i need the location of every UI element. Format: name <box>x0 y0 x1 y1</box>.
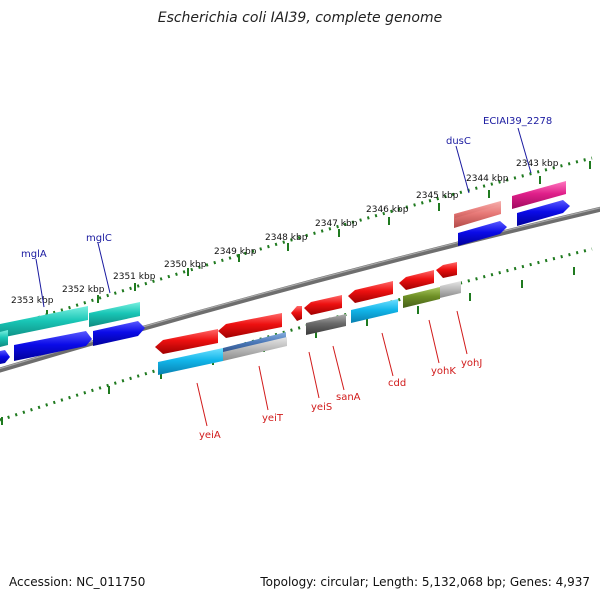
kbp-label: 2343 kbp <box>516 159 559 169</box>
kbp-label: 2349 kbp <box>214 247 257 257</box>
gene-label-cdd[interactable]: cdd <box>388 378 406 389</box>
gene-feature[interactable] <box>291 306 302 321</box>
kbp-label: 2350 kbp <box>164 260 207 270</box>
gene-feature[interactable] <box>218 313 282 338</box>
cds-feature[interactable] <box>458 221 507 246</box>
kbp-label: 2348 kbp <box>265 233 308 243</box>
accession-text: Accession: NC_011750 <box>9 575 146 589</box>
top-gene-labels: mglA mglC dusC ECIAI39_2278 <box>21 116 552 308</box>
map-title: Escherichia coli IAI39, complete genome <box>157 10 443 26</box>
inner-scale-ring <box>0 247 593 422</box>
gene-feature[interactable] <box>348 281 393 303</box>
gene-label-yohJ[interactable]: yohJ <box>461 358 482 369</box>
kbp-label: 2347 kbp <box>315 219 358 229</box>
gene-feature[interactable] <box>436 262 457 278</box>
gene-label-ECIAI39_2278[interactable]: ECIAI39_2278 <box>483 116 552 127</box>
gene-label-mglC[interactable]: mglC <box>86 233 112 244</box>
cds-feature[interactable] <box>223 337 287 361</box>
genome-info-text: Topology: circular; Length: 5,132,068 bp… <box>260 575 590 589</box>
cds-feature[interactable] <box>403 287 440 308</box>
kbp-label: 2353 kbp <box>11 296 54 306</box>
bottom-gene-labels: yeiA yeiT yeiS sanA cdd yohK yohJ <box>196 310 482 441</box>
gene-label-mglA[interactable]: mglA <box>21 249 47 260</box>
gene-label-yeiT[interactable]: yeiT <box>262 413 284 424</box>
kbp-labels: 2353 kbp 2352 kbp 2351 kbp 2350 kbp 2349… <box>11 159 559 306</box>
cds-feature[interactable] <box>158 348 223 375</box>
gene-feature[interactable] <box>304 295 342 315</box>
cds-feature[interactable] <box>351 299 398 323</box>
gene-feature[interactable] <box>399 270 434 290</box>
gene-feature[interactable] <box>89 302 140 327</box>
gene-feature[interactable] <box>0 306 88 339</box>
cds-feature[interactable] <box>440 281 461 298</box>
cds-feature[interactable] <box>93 321 145 346</box>
kbp-label: 2352 kbp <box>62 285 105 295</box>
cds-feature[interactable] <box>306 314 346 335</box>
kbp-label: 2346 kbp <box>366 205 409 215</box>
gene-feature[interactable] <box>512 181 566 209</box>
kbp-label: 2345 kbp <box>416 191 459 201</box>
outer-major-ticks <box>46 161 591 318</box>
cds-feature[interactable] <box>517 200 570 226</box>
gene-label-yohK[interactable]: yohK <box>431 366 456 377</box>
gene-feature[interactable] <box>155 329 218 354</box>
cds-feature[interactable] <box>14 331 92 361</box>
gene-label-dusC[interactable]: dusC <box>446 136 471 147</box>
kbp-label: 2344 kbp <box>466 174 509 184</box>
gene-feature[interactable] <box>0 330 8 347</box>
gene-label-sanA[interactable]: sanA <box>336 392 361 403</box>
kbp-label: 2351 kbp <box>113 272 156 282</box>
gene-label-yeiA[interactable]: yeiA <box>199 430 221 441</box>
gene-label-yeiS[interactable]: yeiS <box>311 402 332 413</box>
cds-feature[interactable] <box>0 350 10 365</box>
gene-feature[interactable] <box>455 201 500 218</box>
